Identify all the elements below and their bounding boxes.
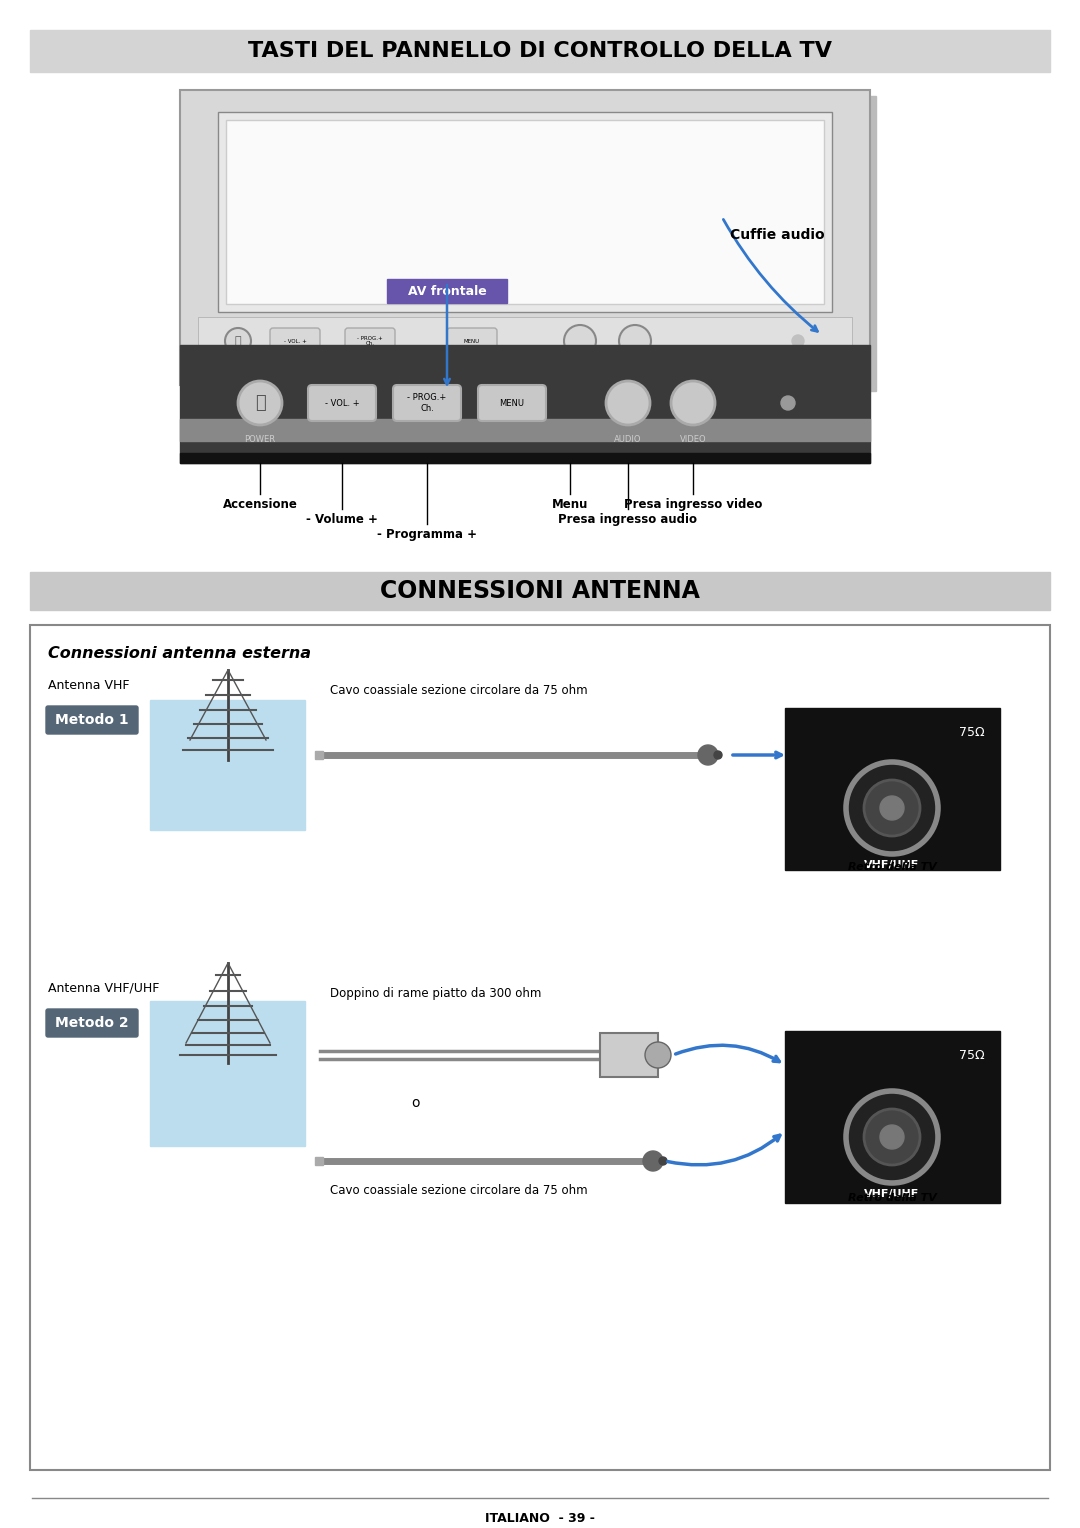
Text: VHF/UHF: VHF/UHF: [864, 1189, 920, 1199]
Text: AUDIO: AUDIO: [615, 435, 642, 445]
Circle shape: [698, 746, 718, 766]
Bar: [315, 1157, 323, 1164]
Bar: [180, 345, 870, 463]
FancyBboxPatch shape: [46, 1008, 138, 1038]
FancyBboxPatch shape: [46, 706, 138, 733]
Text: Accensione: Accensione: [222, 498, 297, 510]
Bar: [150, 700, 305, 830]
Text: - Volume +: - Volume +: [306, 513, 378, 526]
Text: AV frontale: AV frontale: [407, 284, 486, 298]
FancyBboxPatch shape: [308, 385, 376, 422]
Circle shape: [643, 1151, 663, 1170]
Text: Antenna VHF: Antenna VHF: [48, 678, 130, 692]
Circle shape: [846, 762, 939, 854]
Bar: [150, 1001, 305, 1146]
Text: Doppino di rame piatto da 300 ohm: Doppino di rame piatto da 300 ohm: [330, 987, 541, 999]
Circle shape: [714, 750, 723, 759]
Text: Metodo 2: Metodo 2: [55, 1016, 129, 1030]
Bar: [30, 31, 1050, 72]
Text: - PROG.+
Ch.: - PROG.+ Ch.: [407, 393, 447, 413]
Text: AUDIO: AUDIO: [570, 364, 591, 368]
Circle shape: [864, 1109, 920, 1164]
Bar: [198, 316, 852, 365]
Text: VIDEO: VIDEO: [679, 435, 706, 445]
FancyBboxPatch shape: [345, 329, 395, 354]
Text: MENU: MENU: [499, 399, 525, 408]
Circle shape: [792, 335, 804, 347]
Text: Connessioni antenna esterna: Connessioni antenna esterna: [48, 645, 311, 660]
Text: Presa ingresso audio: Presa ingresso audio: [558, 513, 698, 526]
FancyBboxPatch shape: [387, 280, 507, 303]
Text: TASTI DEL PANNELLO DI CONTROLLO DELLA TV: TASTI DEL PANNELLO DI CONTROLLO DELLA TV: [248, 41, 832, 61]
Bar: [30, 571, 1050, 610]
Circle shape: [225, 329, 251, 354]
Circle shape: [238, 380, 282, 425]
Circle shape: [606, 380, 650, 425]
Text: Metodo 1: Metodo 1: [55, 714, 129, 727]
Text: VHF/UHF: VHF/UHF: [864, 860, 920, 869]
Text: - Programma +: - Programma +: [377, 529, 477, 541]
Text: - VOL. +: - VOL. +: [284, 339, 307, 344]
Circle shape: [659, 1157, 667, 1164]
Text: Menu: Menu: [552, 498, 589, 510]
Bar: [180, 419, 870, 442]
Text: ITALIANO  - 39 -: ITALIANO - 39 -: [485, 1511, 595, 1525]
Text: POWER: POWER: [227, 361, 249, 367]
Text: Antenna VHF/UHF: Antenna VHF/UHF: [48, 981, 160, 995]
Text: 75Ω: 75Ω: [959, 726, 985, 740]
Text: Retro della TV: Retro della TV: [848, 1193, 936, 1203]
FancyBboxPatch shape: [478, 385, 546, 422]
Bar: [226, 121, 824, 304]
Bar: [30, 625, 1050, 1470]
Circle shape: [864, 779, 920, 836]
Circle shape: [880, 1125, 904, 1149]
Circle shape: [781, 396, 795, 410]
Bar: [180, 452, 870, 463]
Circle shape: [671, 380, 715, 425]
Circle shape: [645, 1042, 671, 1068]
Text: Cavo coassiale sezione circolare da 75 ohm: Cavo coassiale sezione circolare da 75 o…: [330, 1184, 588, 1198]
Text: Retro della TV: Retro della TV: [848, 862, 936, 872]
Text: - PROG.+
Ch.: - PROG.+ Ch.: [357, 336, 383, 347]
FancyBboxPatch shape: [270, 329, 320, 354]
Bar: [785, 1031, 1000, 1203]
Text: Cuffie audio: Cuffie audio: [730, 228, 825, 241]
Text: 75Ω: 75Ω: [959, 1050, 985, 1062]
Text: Presa ingresso video: Presa ingresso video: [624, 498, 762, 510]
Bar: [315, 750, 323, 759]
Text: POWER: POWER: [244, 435, 275, 445]
Text: CONNESSIONI ANTENNA: CONNESSIONI ANTENNA: [380, 579, 700, 604]
Text: ⏻: ⏻: [255, 394, 266, 413]
Text: - VOL. +: - VOL. +: [325, 399, 360, 408]
Text: Cavo coassiale sezione circolare da 75 ohm: Cavo coassiale sezione circolare da 75 o…: [330, 683, 588, 697]
Bar: [180, 90, 870, 385]
Bar: [600, 1033, 658, 1077]
Bar: [785, 707, 1000, 869]
Bar: [218, 112, 832, 312]
Circle shape: [846, 1091, 939, 1183]
Bar: [186, 96, 876, 391]
Text: MENU: MENU: [464, 339, 481, 344]
FancyBboxPatch shape: [447, 329, 497, 354]
Text: VIDEO: VIDEO: [625, 364, 645, 368]
FancyBboxPatch shape: [393, 385, 461, 422]
Circle shape: [619, 325, 651, 358]
Text: o: o: [410, 1096, 419, 1109]
Circle shape: [880, 796, 904, 821]
Text: ⏻: ⏻: [234, 336, 241, 345]
Circle shape: [564, 325, 596, 358]
